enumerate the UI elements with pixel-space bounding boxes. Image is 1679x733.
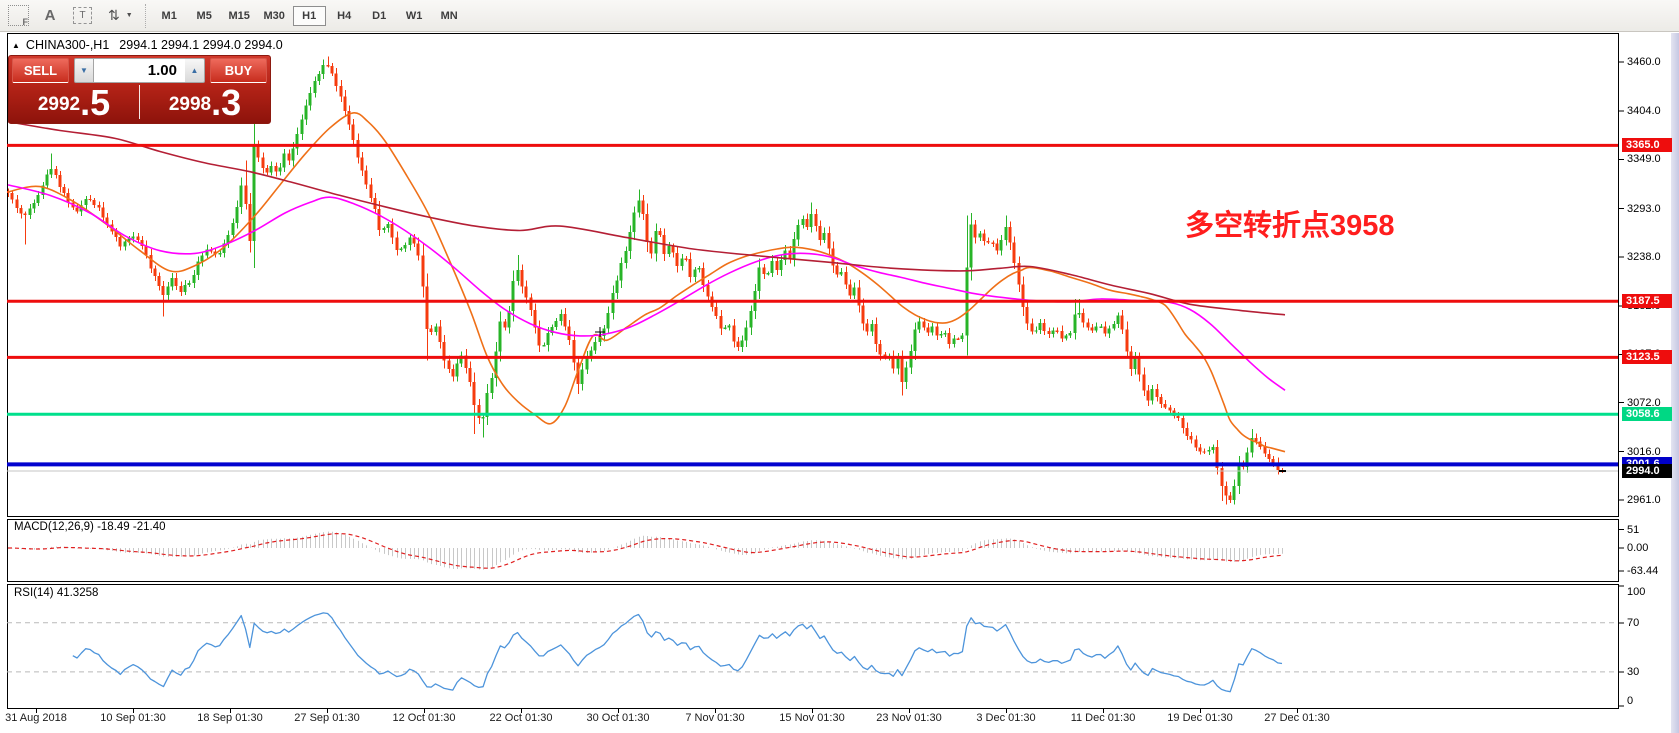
- buy-button[interactable]: BUY: [210, 58, 267, 83]
- axis-ticks: [36, 61, 1624, 713]
- macd-label: MACD(12,26,9) -18.49 -21.40: [14, 521, 166, 533]
- time-axis-label: 15 Nov 01:30: [779, 712, 845, 724]
- text-label-icon[interactable]: T: [73, 7, 92, 24]
- timeframe-button-w1[interactable]: W1: [405, 9, 423, 22]
- rsi-label: RSI(14) 41.3258: [14, 587, 99, 599]
- chart-ohlc-values: 2994.1 2994.1 2994.0 2994.0: [119, 38, 283, 52]
- chart-annotation-text: 多空转折点3958: [1185, 210, 1395, 242]
- time-axis-label: 31 Aug 2018: [5, 712, 67, 724]
- time-axis-label: 27 Sep 01:30: [294, 712, 360, 724]
- chart-grid-f-icon[interactable]: F: [8, 5, 29, 27]
- timeframe-button-m15[interactable]: M15: [228, 9, 250, 22]
- cursor-cross: [595, 327, 605, 337]
- time-axis-label: 27 Dec 01:30: [1264, 712, 1330, 724]
- candles-layer: [7, 56, 1284, 505]
- sell-price[interactable]: 2992 .5: [9, 83, 139, 121]
- panel-border-macd: [7, 519, 1619, 582]
- time-axis-label: 30 Oct 01:30: [586, 712, 650, 724]
- time-axis-label: 7 Nov 01:30: [685, 712, 745, 724]
- arrange-arrows-icon[interactable]: ⇅: [108, 7, 120, 23]
- main-chart-layer: [7, 56, 1618, 505]
- timeframe-button-mn[interactable]: MN: [440, 9, 458, 22]
- time-axis-label: 23 Nov 01:30: [876, 712, 942, 724]
- price-axis-tick: 2961.0: [1627, 494, 1661, 506]
- macd-layer: [8, 531, 1283, 570]
- price-axis-tick: 3460.0: [1627, 56, 1661, 68]
- price-tag-2994.0: 2994.0: [1622, 464, 1672, 479]
- trade-panel-divider: [139, 85, 140, 119]
- macd-axis-tick: 0.00: [1627, 542, 1649, 554]
- time-axis-label: 12 Oct 01:30: [392, 712, 456, 724]
- price-tag-3187.5: 3187.5: [1622, 294, 1672, 309]
- timeframe-button-h4[interactable]: H4: [337, 9, 352, 22]
- timeframe-button-m1[interactable]: M1: [161, 9, 177, 22]
- toolbar-separator: [144, 3, 146, 28]
- buy-price[interactable]: 2998 .3: [140, 83, 270, 121]
- time-axis-label: 19 Dec 01:30: [1167, 712, 1233, 724]
- rsi-axis-tick: 30: [1627, 665, 1640, 678]
- price-tag-3365.0: 3365.0: [1622, 138, 1672, 153]
- chart-title: ▲ CHINA300-,H1 2994.1 2994.1 2994.0 2994…: [12, 38, 283, 52]
- time-axis-label: 18 Sep 01:30: [197, 712, 263, 724]
- toolbar: F A T ⇅ ▼ M1 M5 M15 M30 H1 H4 D1 W1 MN: [0, 0, 1679, 32]
- dropdown-caret-icon[interactable]: ▼: [125, 12, 133, 19]
- timeframe-button-m5[interactable]: M5: [196, 9, 212, 22]
- time-axis-label: 10 Sep 01:30: [100, 712, 166, 724]
- price-axis-tick: 3072.0: [1627, 396, 1661, 409]
- ma-fast-line: [7, 111, 1286, 453]
- text-a-icon[interactable]: A: [44, 7, 56, 24]
- price-axis-tick: 3349.0: [1627, 153, 1661, 166]
- volume-input[interactable]: 1.00: [94, 58, 185, 83]
- one-click-trade-panel: SELL ▼ 1.00 ▲ BUY 2992 .5 2998 .3: [8, 55, 271, 124]
- rsi-layer: [7, 612, 1618, 693]
- rsi-axis-tick: 0: [1627, 695, 1634, 707]
- time-axis-label: 3 Dec 01:30: [976, 712, 1036, 724]
- rsi-axis-tick: 100: [1627, 586, 1646, 598]
- macd-axis-tick: 51: [1627, 523, 1640, 536]
- rsi-line: [72, 612, 1283, 693]
- sell-price-main: 2992: [37, 94, 81, 115]
- panel-border-main: [7, 33, 1619, 517]
- macd-axis-tick: -63.44: [1627, 564, 1659, 577]
- price-axis-tick: 3293.0: [1627, 202, 1661, 215]
- ma-slow-line: [7, 120, 1286, 316]
- volume-increase-button[interactable]: ▲: [185, 58, 205, 83]
- timeframe-button-m30[interactable]: M30: [263, 9, 285, 22]
- price-tag-3123.5: 3123.5: [1622, 350, 1672, 365]
- buy-price-main: 2998: [168, 94, 212, 115]
- timeframe-button-h1[interactable]: H1: [292, 5, 326, 26]
- timeframe-button-d1[interactable]: D1: [372, 9, 387, 22]
- chart-symbol-timeframe: CHINA300-,H1: [25, 38, 110, 52]
- ma-medium-line: [7, 184, 1286, 391]
- price-axis-tick: 3404.0: [1627, 105, 1661, 118]
- price-axis-tick: 3238.0: [1627, 250, 1661, 263]
- buy-price-decimal: .3: [211, 82, 242, 124]
- window-scrollbar[interactable]: [1670, 33, 1679, 733]
- price-tag-3058.6: 3058.6: [1622, 407, 1672, 422]
- time-axis-label: 11 Dec 01:30: [1070, 712, 1136, 724]
- sell-price-decimal: .5: [80, 82, 111, 124]
- rsi-axis-tick: 70: [1627, 616, 1640, 629]
- price-axis-tick: 3016.0: [1627, 445, 1661, 458]
- macd-signal-line: [8, 533, 1283, 569]
- time-axis-label: 22 Oct 01:30: [489, 712, 553, 724]
- collapse-triangle-icon[interactable]: ▲: [12, 40, 20, 50]
- sell-button[interactable]: SELL: [12, 58, 69, 83]
- volume-decrease-button[interactable]: ▼: [74, 58, 94, 83]
